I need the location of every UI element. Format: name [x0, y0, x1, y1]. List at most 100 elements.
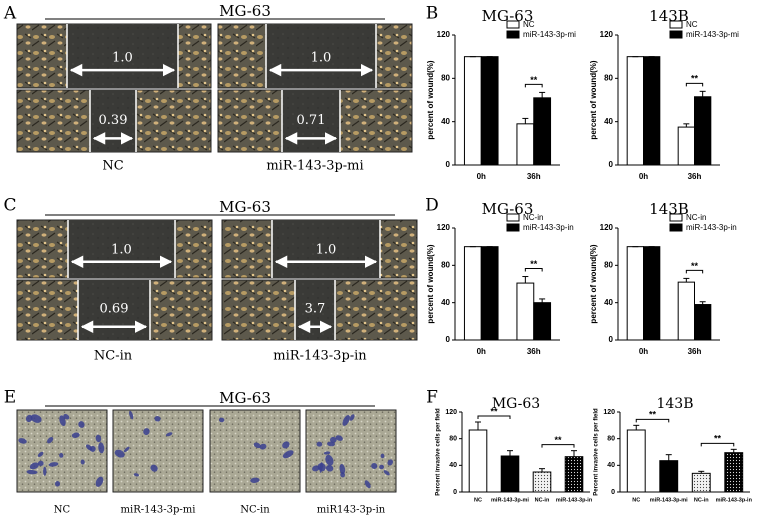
bar: [516, 282, 535, 341]
width-label: 1.0: [316, 242, 337, 257]
x-tick-label: NC-in: [535, 497, 550, 503]
stained-cell: [71, 432, 80, 438]
image-caption: miR-143-3p-mi: [121, 505, 196, 516]
wound-area: [266, 24, 376, 88]
width-label: 0.39: [99, 113, 128, 128]
legend-swatch: [669, 213, 683, 222]
y-tick-label: 0: [446, 335, 451, 344]
width-label: 0.69: [100, 301, 129, 316]
stained-cell: [387, 459, 394, 466]
bar: [626, 429, 646, 493]
significance-bracket: [524, 83, 543, 88]
stained-cell: [250, 477, 260, 483]
chart-title: 143B: [649, 200, 689, 218]
y-axis-label: Percent invasive cells per field: [594, 408, 600, 496]
legend-label: NC: [523, 20, 535, 29]
panel-letter: D: [425, 196, 439, 216]
bar: [533, 97, 552, 166]
bar: [468, 429, 488, 493]
stained-cell: [327, 441, 336, 447]
stained-cell: [371, 462, 378, 469]
legend-swatch: [506, 20, 520, 29]
legend-label: miR-143-3p-in: [686, 223, 737, 232]
stained-cell: [364, 480, 371, 489]
significance-bracket: [685, 82, 704, 87]
y-tick-label: 0: [446, 160, 451, 169]
legend-swatch: [506, 223, 520, 232]
bar: [533, 302, 552, 341]
y-tick-label: 80: [441, 260, 450, 269]
stained-cell: [218, 417, 225, 423]
y-axis-label: Percent invasive cells per field: [436, 408, 442, 496]
stained-cell: [339, 463, 346, 475]
legend-label: NC-in: [686, 213, 706, 222]
legend-label: miR-143-3p-mi: [523, 30, 576, 39]
stained-cell: [380, 453, 385, 459]
panel-title: MG-63: [219, 2, 271, 20]
legend-label: miR-143-3p-in: [523, 223, 574, 232]
stained-cell: [133, 473, 140, 477]
width-label: 0.71: [297, 113, 326, 128]
stained-cell: [329, 436, 337, 443]
x-tick-label: 36h: [688, 347, 702, 356]
bar: [694, 304, 712, 341]
y-axis-label: percent of wound(%): [426, 244, 435, 323]
y-tick-label: 120: [600, 30, 614, 39]
y-tick-label: 40: [449, 462, 457, 469]
stained-cell: [98, 442, 105, 454]
x-tick-label: NC: [632, 497, 640, 503]
y-tick-label: 80: [449, 436, 457, 443]
significance-bracket: [524, 268, 543, 272]
stained-cell: [29, 462, 39, 470]
stained-cell: [282, 450, 294, 459]
stained-cell: [165, 432, 173, 437]
stained-cell: [323, 451, 331, 455]
x-tick-label: NC-in: [694, 497, 709, 503]
stained-cell: [143, 428, 150, 436]
chart-title: 143B: [649, 7, 689, 25]
chart-title: MG-63: [492, 396, 540, 412]
stained-cell: [25, 414, 33, 422]
stained-cell: [253, 442, 261, 449]
y-tick-label: 40: [604, 117, 613, 126]
legend-swatch: [669, 223, 683, 232]
x-tick-label: 36h: [527, 347, 541, 356]
x-tick-label: 0h: [639, 172, 648, 181]
significance-bracket: [700, 442, 735, 447]
stained-cell: [18, 438, 27, 444]
legend-swatch: [669, 20, 683, 29]
image-caption: miR-143-3p-mi: [266, 159, 363, 174]
y-tick-label: 80: [604, 73, 613, 82]
bar: [724, 452, 744, 493]
bar: [677, 126, 695, 166]
y-tick-label: 0: [609, 335, 614, 344]
y-tick-label: 40: [441, 298, 450, 307]
panel-letter: C: [3, 196, 16, 216]
legend-swatch: [506, 213, 520, 222]
x-tick-label: miR-143-3p-in: [556, 497, 593, 503]
stained-cell: [379, 464, 385, 470]
y-tick-label: 0: [609, 160, 614, 169]
y-tick-label: 40: [607, 462, 615, 469]
legend-swatch: [506, 30, 520, 39]
y-tick-label: 120: [445, 409, 457, 416]
x-tick-label: miR-143-3p-mi: [650, 497, 688, 503]
invasion-image: [112, 409, 204, 493]
stained-cell: [26, 469, 38, 475]
stained-cell: [48, 462, 59, 467]
wound-area: [67, 24, 178, 88]
stained-cell: [95, 434, 102, 443]
bar: [480, 246, 499, 341]
stained-cell: [37, 451, 44, 457]
wound-area: [272, 220, 380, 278]
legend-label: NC-in: [523, 213, 543, 222]
stained-cell: [63, 413, 70, 420]
width-label: 1.0: [311, 51, 332, 66]
x-tick-label: 0h: [639, 347, 648, 356]
x-tick-label: miR-143-3p-mi: [491, 497, 529, 503]
stained-cell: [59, 452, 64, 458]
stained-cell: [383, 470, 390, 476]
bar: [500, 455, 520, 493]
chart-title: MG-63: [482, 200, 534, 218]
panel-letter: E: [4, 388, 16, 408]
